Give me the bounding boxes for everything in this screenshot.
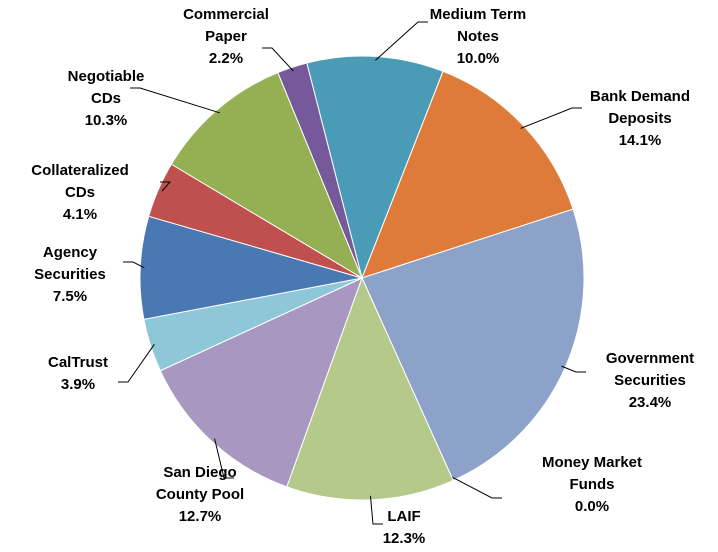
category-label: San Diego County Pool — [155, 464, 245, 503]
leader-line — [130, 87, 220, 114]
leader-line — [451, 476, 502, 499]
category-label: Medium Term Notes — [429, 6, 527, 45]
category-label: Negotiable CDs — [67, 68, 145, 107]
leader-line — [520, 107, 582, 129]
pie-slice — [170, 71, 364, 280]
pie-slice — [139, 215, 363, 320]
leader-line — [262, 47, 294, 72]
pie-slice — [159, 277, 363, 488]
leader-line — [214, 438, 234, 479]
value-label: 7.5% — [52, 288, 88, 305]
pie-slice — [306, 55, 444, 280]
category-label: Government Securities — [605, 350, 695, 389]
value-label: 3.9% — [60, 376, 96, 393]
category-label: Agency Securities — [34, 244, 106, 283]
value-label: 10.3% — [84, 112, 128, 129]
value-label: 10.0% — [456, 50, 500, 67]
category-label: Bank Demand Deposits — [589, 88, 691, 127]
slice-label: San Diego County Pool 12.7% — [150, 462, 250, 528]
slice-label: Bank Demand Deposits 14.1% — [581, 86, 699, 152]
value-label: 12.3% — [382, 530, 426, 547]
slice-label: Money Market Funds 0.0% — [539, 452, 645, 518]
value-label: 23.4% — [628, 394, 672, 411]
leader-line — [369, 495, 383, 525]
category-label: Money Market Funds — [541, 454, 643, 493]
pie-slice — [277, 62, 363, 279]
category-label: Collateralized CDs — [31, 162, 129, 201]
slice-label: LAIF 12.3% — [374, 506, 434, 550]
category-label: CalTrust — [47, 354, 108, 371]
leader-line — [123, 261, 145, 269]
slice-label: Commercial Paper 2.2% — [171, 4, 281, 70]
category-label: Commercial Paper — [183, 6, 269, 45]
leader-line — [160, 181, 172, 192]
category-label: LAIF — [387, 508, 421, 525]
slice-label: Collateralized CDs 4.1% — [24, 160, 136, 226]
slice-label: Medium Term Notes 10.0% — [419, 4, 537, 70]
value-label: 2.2% — [208, 50, 244, 67]
value-label: 12.7% — [178, 508, 222, 525]
slice-label: Agency Securities 7.5% — [24, 242, 116, 308]
slice-label: Negotiable CDs 10.3% — [58, 66, 154, 132]
slice-label: CalTrust 3.9% — [38, 352, 118, 396]
value-label: 4.1% — [62, 206, 98, 223]
value-label: 0.0% — [574, 498, 610, 515]
leader-line — [118, 344, 155, 383]
slice-label: Government Securities 23.4% — [594, 348, 706, 414]
leader-line — [375, 21, 428, 61]
leader-line — [561, 365, 586, 373]
value-label: 14.1% — [618, 132, 662, 149]
